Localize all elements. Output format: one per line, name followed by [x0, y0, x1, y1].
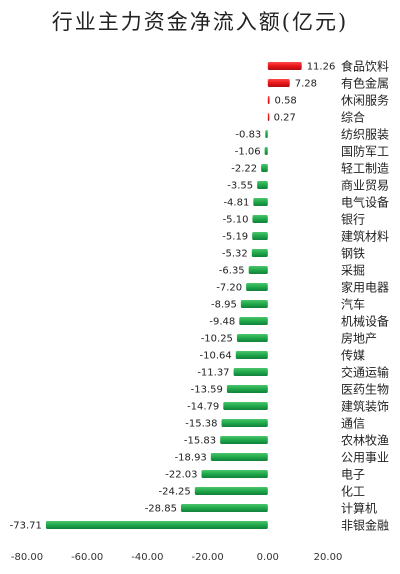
- category-label: 家用电器: [341, 280, 389, 295]
- data-label: -18.93: [175, 453, 207, 464]
- data-label: 0.58: [275, 96, 297, 107]
- category-label: 银行: [341, 213, 365, 227]
- category-label: 钢铁: [341, 247, 365, 261]
- category-label: 轻工制造: [341, 162, 389, 176]
- bar: [236, 334, 268, 342]
- bar: [253, 198, 268, 206]
- category-label: 商业贸易: [341, 178, 389, 193]
- data-label: -10.64: [200, 351, 232, 362]
- bar: [180, 504, 268, 512]
- x-tick-label: -60.00: [71, 552, 103, 563]
- category-label: 机械设备: [341, 314, 389, 329]
- category-label: 电子: [341, 468, 365, 482]
- data-label: -22.03: [165, 470, 197, 481]
- bar: [226, 385, 268, 393]
- category-label: 汽车: [341, 297, 365, 312]
- category-label: 交通运输: [341, 365, 389, 380]
- data-label: -1.06: [235, 147, 261, 158]
- category-label: 休闲服务: [341, 93, 389, 108]
- data-label: -6.35: [219, 266, 245, 277]
- category-label: 农林牧渔: [341, 434, 389, 448]
- category-label: 电气设备: [341, 195, 389, 210]
- category-label: 建筑材料: [341, 229, 389, 244]
- data-label: -11.37: [197, 368, 229, 379]
- data-label: -24.25: [159, 487, 191, 498]
- category-label: 传媒: [341, 348, 365, 363]
- data-label: -8.95: [211, 300, 237, 311]
- bar: [264, 147, 268, 155]
- category-label: 食品饮料: [341, 59, 389, 74]
- data-label: -2.22: [231, 164, 257, 175]
- category-label: 公用事业: [341, 451, 389, 465]
- data-label: 0.27: [274, 113, 296, 124]
- category-label: 化工: [341, 485, 365, 499]
- data-label: -10.25: [201, 334, 233, 345]
- data-label: -5.32: [222, 249, 248, 260]
- bar: [267, 113, 270, 121]
- category-label: 建筑装饰: [341, 399, 389, 414]
- category-label: 采掘: [341, 263, 365, 278]
- x-tick-label: 20.00: [314, 552, 343, 563]
- bar: [261, 164, 268, 172]
- data-label: -15.83: [184, 436, 216, 447]
- bar: [194, 487, 268, 495]
- bar: [248, 266, 268, 274]
- bar: [265, 130, 268, 138]
- chart-title: 行业主力资金净流入额(亿元): [51, 10, 349, 34]
- category-label: 通信: [341, 417, 365, 431]
- bar: [45, 521, 268, 529]
- category-label: 医药生物: [341, 383, 389, 397]
- data-label: 11.26: [307, 62, 336, 73]
- x-tick-label: 0.00: [257, 552, 279, 563]
- data-label: -73.71: [10, 521, 42, 532]
- category-label: 国防军工: [341, 144, 389, 159]
- x-tick-label: -80.00: [11, 552, 43, 563]
- bar: [201, 470, 268, 478]
- data-label: -15.38: [185, 419, 217, 430]
- data-label: -0.83: [235, 130, 261, 141]
- bar: [267, 79, 290, 87]
- data-label: -28.85: [145, 504, 177, 515]
- data-label: -7.20: [216, 283, 242, 294]
- category-label: 有色金属: [341, 76, 389, 91]
- x-tick-label: -20.00: [191, 552, 223, 563]
- data-label: -5.19: [222, 232, 248, 243]
- bar: [257, 181, 268, 189]
- data-label: -9.48: [209, 317, 235, 328]
- bar: [267, 96, 270, 104]
- bar: [246, 283, 268, 291]
- data-label: -13.59: [191, 385, 223, 396]
- bar: [252, 232, 268, 240]
- bar: [210, 453, 268, 461]
- category-label: 非银金融: [341, 518, 389, 533]
- x-tick-label: -40.00: [131, 552, 163, 563]
- bar: [221, 419, 268, 427]
- category-label: 综合: [341, 110, 365, 125]
- category-label: 计算机: [341, 501, 377, 516]
- bar: [220, 436, 268, 444]
- bar: [235, 351, 268, 359]
- category-label: 纺织服装: [341, 128, 389, 142]
- data-label: -5.10: [223, 215, 249, 226]
- data-label: -4.81: [223, 198, 249, 209]
- bar: [240, 300, 268, 308]
- bar: [252, 215, 268, 223]
- bar: [251, 249, 268, 257]
- category-label: 房地产: [341, 331, 377, 346]
- bar: [233, 368, 268, 376]
- bar: [223, 402, 268, 410]
- data-label: 7.28: [295, 79, 317, 90]
- data-label: -14.79: [187, 402, 219, 413]
- bar: [239, 317, 268, 325]
- bar: [267, 62, 302, 70]
- data-label: -3.55: [227, 181, 253, 192]
